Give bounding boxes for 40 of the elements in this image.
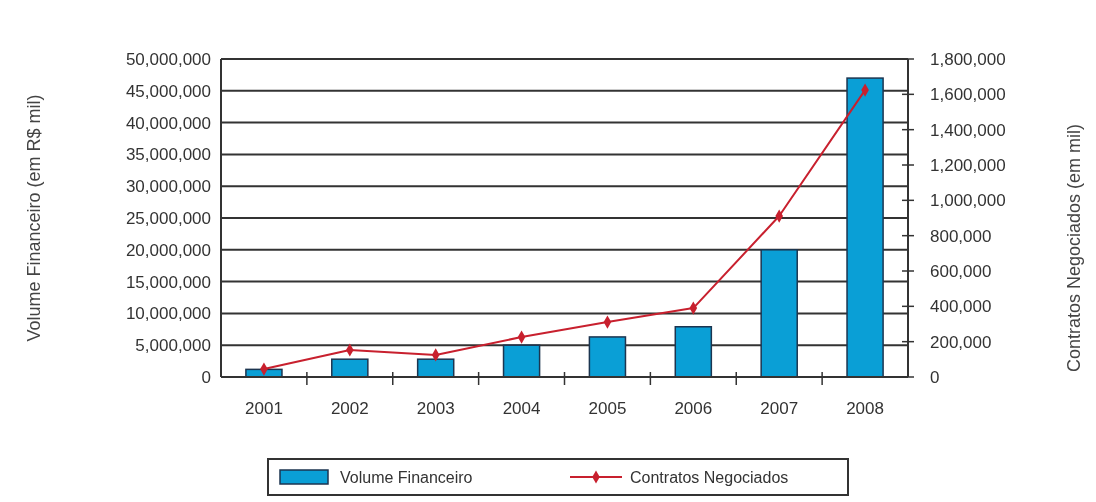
- x-tick-label: 2005: [588, 399, 627, 418]
- y2-tick-label: 1,200,000: [930, 155, 1006, 175]
- y2-tick-label: 0: [930, 367, 940, 387]
- y-tick-label: 30,000,000: [125, 177, 211, 197]
- y2-tick-label: 1,400,000: [930, 120, 1006, 140]
- y2-tick-label: 1,000,000: [930, 191, 1006, 211]
- bar: [588, 336, 627, 378]
- y-axis-title: Volume Financeiro (em R$ mil): [24, 94, 44, 342]
- y-tick-label: 0: [201, 367, 211, 387]
- bar: [760, 249, 798, 378]
- bar: [331, 358, 369, 378]
- y-tick-label: 10,000,000: [125, 304, 211, 324]
- legend-label: Contratos Negociados: [630, 468, 789, 486]
- x-tick-label: 2003: [416, 399, 455, 418]
- x-tick-label: 2006: [674, 399, 713, 418]
- y-tick-label: 15,000,000: [125, 272, 211, 292]
- y2-tick-label: 800,000: [930, 226, 992, 246]
- y2-tick-label: 1,800,000: [930, 49, 1006, 69]
- y2-tick-label: 600,000: [930, 261, 992, 281]
- y2-tick-label: 200,000: [930, 332, 992, 352]
- y2-tick-label: 1,600,000: [930, 85, 1006, 105]
- bar: [416, 358, 455, 378]
- y-tick-label: 50,000,000: [125, 49, 211, 69]
- y-tick-label: 5,000,000: [135, 336, 211, 356]
- x-tick-label: 2004: [502, 399, 541, 418]
- y-tick-label: 20,000,000: [125, 240, 211, 260]
- y-tick-label: 35,000,000: [125, 145, 211, 165]
- y-tick-label: 40,000,000: [125, 113, 211, 133]
- y2-axis-title: Contratos Negociados (em mil): [1064, 123, 1084, 373]
- legend-label: Volume Financeiro: [340, 468, 473, 486]
- bar: [846, 77, 884, 378]
- y-tick-label: 45,000,000: [125, 81, 211, 101]
- bar: [502, 344, 541, 378]
- x-tick-label: 2008: [846, 399, 884, 418]
- bar: [674, 326, 713, 378]
- x-tick-label: 2001: [245, 399, 283, 418]
- x-tick-label: 2007: [760, 399, 799, 418]
- y-tick-label: 25,000,000: [125, 208, 211, 228]
- x-tick-label: 2002: [330, 399, 369, 418]
- y2-tick-label: 400,000: [930, 297, 992, 317]
